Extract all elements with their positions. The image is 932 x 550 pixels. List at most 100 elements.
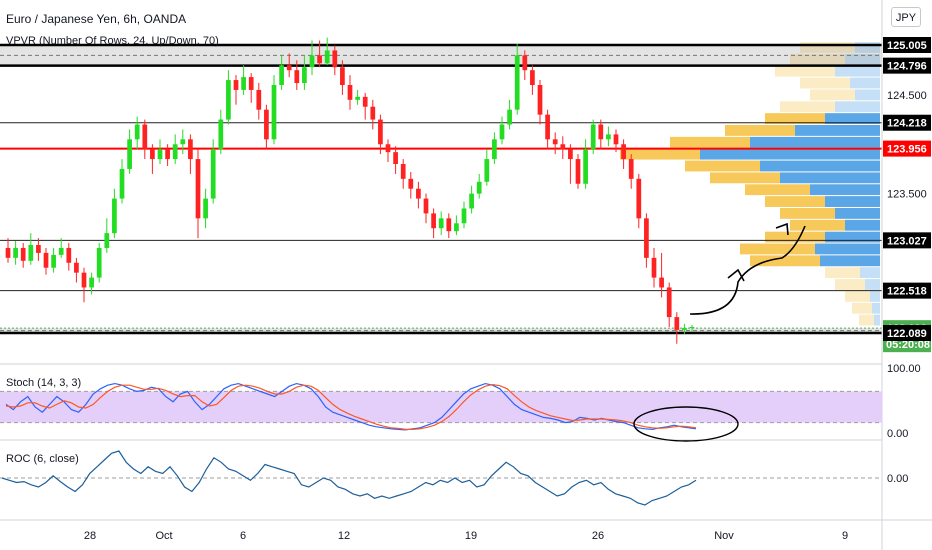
stoch-pane[interactable] bbox=[0, 382, 882, 442]
candle-body[interactable] bbox=[355, 96, 360, 100]
candle-body[interactable] bbox=[461, 208, 467, 224]
candle-body[interactable] bbox=[28, 245, 34, 261]
candle-body[interactable] bbox=[378, 119, 383, 145]
candle-body[interactable] bbox=[150, 149, 155, 160]
candle-body[interactable] bbox=[438, 218, 444, 229]
candle-body[interactable] bbox=[96, 247, 102, 278]
candle-body[interactable] bbox=[651, 257, 657, 278]
candle-body[interactable] bbox=[188, 139, 193, 160]
candle-body[interactable] bbox=[454, 223, 459, 232]
candle-body[interactable] bbox=[362, 96, 368, 107]
candle-body[interactable] bbox=[13, 247, 18, 258]
candle-body[interactable] bbox=[20, 247, 26, 261]
candle-body[interactable] bbox=[241, 77, 246, 90]
candle-body[interactable] bbox=[302, 67, 307, 84]
candle-body[interactable] bbox=[172, 144, 178, 160]
candle-body[interactable] bbox=[530, 70, 535, 85]
candle-body[interactable] bbox=[210, 149, 216, 199]
candle-body[interactable] bbox=[347, 85, 353, 100]
candle-body[interactable] bbox=[89, 277, 94, 288]
candle-body[interactable] bbox=[180, 139, 186, 145]
candle-body[interactable] bbox=[134, 124, 140, 140]
candle-body[interactable] bbox=[58, 247, 64, 255]
candle-body[interactable] bbox=[127, 139, 132, 169]
candle-body[interactable] bbox=[621, 144, 626, 160]
roc-indicator-label[interactable]: ROC (6, close) bbox=[6, 453, 79, 465]
currency-button[interactable]: JPY bbox=[891, 7, 921, 27]
candle-body[interactable] bbox=[332, 50, 338, 68]
candle-body[interactable] bbox=[416, 188, 421, 199]
candle-body[interactable] bbox=[659, 277, 664, 288]
candle-body[interactable] bbox=[142, 124, 148, 150]
candle-body[interactable] bbox=[537, 85, 543, 115]
candle-body[interactable] bbox=[279, 65, 284, 85]
candle-body[interactable] bbox=[674, 317, 680, 330]
price-pane[interactable] bbox=[0, 37, 882, 344]
candle-body[interactable] bbox=[583, 149, 588, 184]
candle-body[interactable] bbox=[340, 67, 345, 85]
candle-body[interactable] bbox=[507, 109, 512, 125]
candle-body[interactable] bbox=[606, 134, 611, 140]
candle-body[interactable] bbox=[294, 70, 300, 84]
candle-body[interactable] bbox=[598, 124, 604, 140]
roc-pane[interactable] bbox=[0, 450, 882, 506]
candle-body[interactable] bbox=[644, 218, 649, 258]
stoch-ellipse-annotation[interactable] bbox=[633, 406, 739, 442]
candle-body[interactable] bbox=[575, 159, 581, 184]
curved-arrow-annotation[interactable] bbox=[689, 225, 806, 315]
candle-body[interactable] bbox=[66, 247, 72, 263]
candle-body[interactable] bbox=[446, 218, 452, 232]
candle-body[interactable] bbox=[560, 144, 566, 150]
candle-body[interactable] bbox=[590, 124, 596, 150]
candle-body[interactable] bbox=[689, 326, 695, 328]
candle-body[interactable] bbox=[636, 178, 642, 219]
candle-body[interactable] bbox=[484, 159, 490, 182]
candle-body[interactable] bbox=[514, 55, 520, 110]
candle-body[interactable] bbox=[195, 159, 201, 219]
candle-body[interactable] bbox=[165, 149, 170, 160]
candle-body[interactable] bbox=[119, 168, 125, 199]
candle-body[interactable] bbox=[271, 85, 277, 140]
candle-body[interactable] bbox=[104, 233, 110, 248]
candle-body[interactable] bbox=[324, 50, 330, 64]
candle-body[interactable] bbox=[370, 106, 376, 120]
candle-body[interactable] bbox=[317, 55, 322, 64]
candle-body[interactable] bbox=[5, 247, 11, 258]
stoch-indicator-label[interactable]: Stoch (14, 3, 3) bbox=[6, 377, 81, 389]
candle-body[interactable] bbox=[431, 213, 436, 229]
candle-body[interactable] bbox=[552, 139, 558, 145]
candle-body[interactable] bbox=[568, 149, 573, 160]
candle-body[interactable] bbox=[286, 65, 292, 71]
candle-body[interactable] bbox=[43, 252, 49, 268]
candle-body[interactable] bbox=[218, 119, 224, 150]
candle-body[interactable] bbox=[248, 77, 254, 90]
candle-body[interactable] bbox=[385, 144, 391, 153]
candle-body[interactable] bbox=[682, 327, 687, 330]
candle-body[interactable] bbox=[256, 89, 262, 110]
candle-body[interactable] bbox=[233, 80, 239, 90]
candle-body[interactable] bbox=[522, 55, 528, 71]
candle-body[interactable] bbox=[666, 287, 672, 318]
candle-body[interactable] bbox=[81, 272, 87, 288]
candle-body[interactable] bbox=[36, 245, 41, 253]
candle-body[interactable] bbox=[423, 198, 429, 214]
candle-body[interactable] bbox=[226, 80, 231, 120]
candle-body[interactable] bbox=[264, 109, 269, 140]
candle-body[interactable] bbox=[613, 134, 619, 145]
candle-body[interactable] bbox=[51, 254, 56, 268]
candle-body[interactable] bbox=[157, 149, 163, 160]
candle-body[interactable] bbox=[492, 139, 497, 160]
candle-body[interactable] bbox=[408, 178, 414, 189]
stoch-line-d[interactable] bbox=[5, 383, 697, 430]
candle-body[interactable] bbox=[74, 262, 79, 273]
candle-body[interactable] bbox=[476, 181, 482, 194]
candle-body[interactable] bbox=[545, 114, 550, 140]
candle-body[interactable] bbox=[400, 164, 406, 179]
roc-line[interactable] bbox=[1, 450, 697, 506]
candle-body[interactable] bbox=[112, 198, 117, 234]
candle-body[interactable] bbox=[628, 159, 634, 179]
candle-body[interactable] bbox=[393, 152, 398, 165]
candle-body[interactable] bbox=[469, 193, 474, 209]
candle-body[interactable] bbox=[203, 198, 208, 219]
